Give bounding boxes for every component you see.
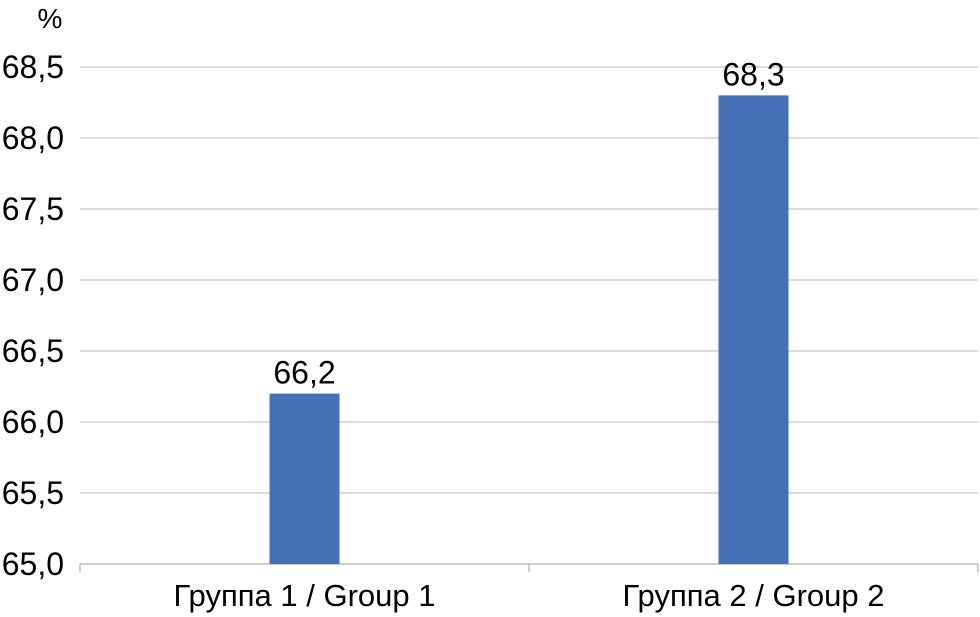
x-axis	[79, 563, 979, 572]
labels: % 65,0 65,5 66,0 66,5 67,0 67,5 68,0 68,5 66,2 Гру…	[2, 3, 885, 613]
x-category-label: Группа 2 / Group 2	[623, 578, 885, 613]
y-tick-label: 65,5	[2, 475, 64, 511]
y-tick-label: 67,5	[2, 191, 64, 227]
bars	[269, 95, 789, 565]
y-tick-label: 68,0	[2, 120, 64, 156]
bar	[718, 95, 789, 565]
y-tick-label: 67,0	[2, 262, 64, 298]
data-label: 68,3	[722, 56, 784, 92]
y-tick-label: 65,0	[2, 546, 64, 582]
y-tick-label: 68,5	[2, 49, 64, 85]
y-axis-unit-label: %	[38, 3, 63, 34]
y-tick-label: 66,5	[2, 333, 64, 369]
bar	[269, 393, 340, 564]
x-category-label: Группа 1 / Group 1	[174, 578, 436, 613]
y-tick-label: 66,0	[2, 404, 64, 440]
gridlines	[80, 66, 978, 494]
data-label: 66,2	[273, 355, 335, 391]
